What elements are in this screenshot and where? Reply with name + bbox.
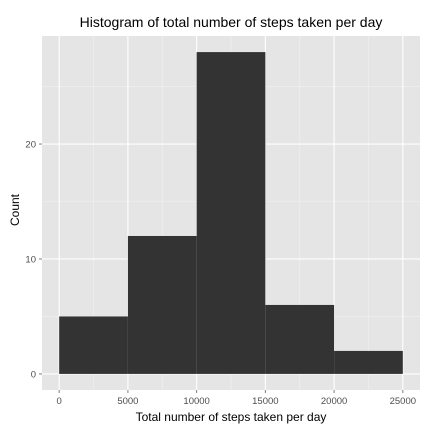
chart-title: Histogram of total number of steps taken… [80,14,383,30]
x-tick-label: 15000 [252,396,278,407]
histogram-bar [59,316,128,374]
y-tick-label: 0 [31,369,36,380]
histogram-bars [59,52,403,374]
histogram-bar [334,350,403,374]
x-tick-label: 25000 [390,396,416,407]
x-axis-title: Total number of steps taken per day [136,410,327,424]
y-tick-label: 20 [25,140,36,151]
x-tick-label: 5000 [117,396,138,407]
x-tick-label: 20000 [321,396,347,407]
x-tick-label: 0 [57,396,62,407]
axis-ticks: 0 5000 10000 15000 20000 25000 0 10 20 [25,140,416,407]
y-axis-title: Count [8,193,22,226]
histogram-bar [196,52,266,374]
y-tick-label: 10 [25,254,36,265]
histogram-bar [127,235,197,374]
histogram-bar [265,304,335,374]
x-tick-label: 10000 [183,396,209,407]
